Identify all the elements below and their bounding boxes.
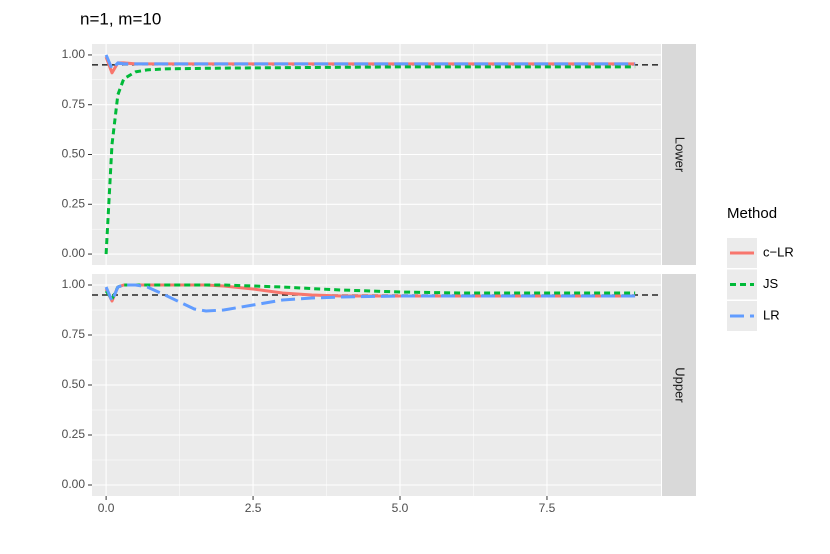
y-tick-label: 0.00 — [62, 246, 86, 260]
series-line — [104, 283, 636, 303]
legend-title: Method — [727, 205, 777, 222]
legend-label: c−LR — [763, 244, 794, 259]
facet-label: Lower — [673, 137, 688, 173]
x-tick-label: 7.5 — [539, 501, 556, 515]
y-tick-label: 1.00 — [62, 277, 86, 291]
y-tick-label: 0.75 — [62, 97, 86, 111]
series-line — [104, 65, 636, 255]
x-tick-label: 0.0 — [98, 501, 115, 515]
series-line — [104, 283, 636, 313]
y-tick-label: 0.25 — [62, 427, 86, 441]
facet-label: Upper — [673, 367, 688, 403]
legend-label: LR — [763, 307, 780, 322]
series-line — [104, 283, 636, 301]
facet-strip — [662, 44, 696, 265]
y-tick-label: 1.00 — [62, 47, 86, 61]
series-line — [104, 54, 636, 71]
y-tick-label: 0.00 — [62, 477, 86, 491]
chart-title: n=1, m=10 — [80, 9, 161, 28]
y-tick-label: 0.25 — [62, 196, 86, 210]
x-tick-label: 2.5 — [245, 501, 262, 515]
facet-strip — [662, 274, 696, 496]
x-tick-label: 5.0 — [392, 501, 409, 515]
y-tick-label: 0.50 — [62, 147, 86, 161]
legend-label: JS — [763, 276, 779, 291]
y-tick-label: 0.50 — [62, 377, 86, 391]
y-tick-label: 0.75 — [62, 327, 86, 341]
